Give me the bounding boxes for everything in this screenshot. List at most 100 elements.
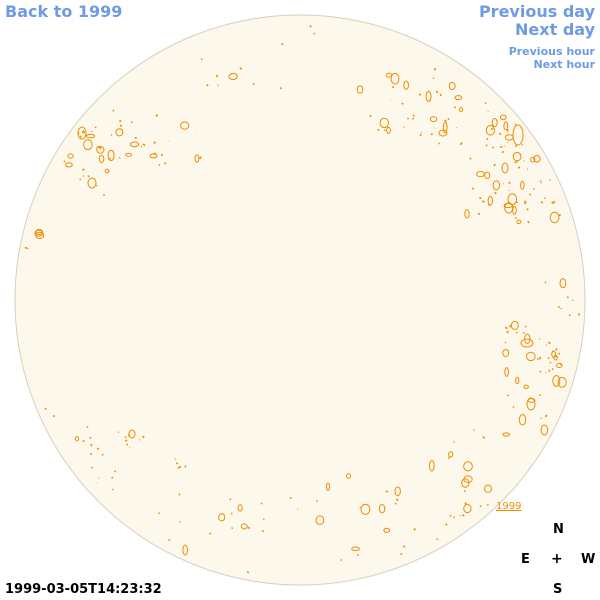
- contour-fragment: [523, 201, 527, 205]
- contour-loop: [458, 107, 464, 112]
- contour-fragment: [433, 67, 437, 71]
- contour-loop: [429, 116, 438, 123]
- contour-loop: [501, 162, 509, 174]
- contour-fragment: [95, 184, 98, 187]
- contour-fragment: [548, 369, 551, 372]
- contour-loop: [502, 349, 510, 357]
- contour-fragment: [558, 352, 561, 355]
- contour-fragment: [26, 247, 29, 250]
- back-to-year-link[interactable]: Back to 1999: [5, 2, 123, 21]
- contour-fragment: [418, 93, 422, 96]
- contour-fragment: [435, 90, 439, 94]
- contour-loop: [403, 80, 410, 90]
- contour-fragment: [184, 465, 187, 468]
- contour-loop: [499, 114, 507, 121]
- contour-fragment: [560, 307, 562, 310]
- contour-loop: [520, 338, 534, 348]
- contour-loop: [386, 126, 391, 134]
- contour-fragment: [400, 553, 403, 556]
- contour-fragment: [523, 200, 527, 203]
- contour-fragment: [551, 201, 554, 205]
- contour-loop: [516, 219, 522, 225]
- contour-fragment: [486, 137, 489, 140]
- contour-fragment: [369, 114, 372, 118]
- contour-fragment: [179, 520, 182, 523]
- contour-loop: [523, 384, 529, 389]
- contour-fragment: [90, 443, 93, 447]
- contour-loop: [461, 478, 470, 488]
- contour-loop: [182, 544, 188, 556]
- contour-fragment: [81, 131, 85, 134]
- contour-fragment: [430, 133, 433, 136]
- contour-fragment: [540, 200, 544, 204]
- contour-fragment: [508, 181, 511, 185]
- contour-fragment: [124, 439, 128, 442]
- contour-fragment: [230, 512, 233, 515]
- contour-fragment: [175, 462, 179, 465]
- compass-north: N: [553, 522, 564, 537]
- contour-loop: [438, 129, 448, 137]
- contour-loop: [104, 168, 110, 174]
- contour-fragment: [527, 220, 530, 224]
- contour-fragment: [482, 436, 486, 439]
- year-marker-link[interactable]: 1999: [496, 501, 521, 512]
- contour-fragment: [89, 452, 93, 456]
- contour-fragment: [524, 325, 527, 328]
- contour-fragment: [153, 141, 157, 145]
- contour-fragment: [552, 200, 556, 204]
- contour-fragment: [558, 213, 561, 217]
- contour-fragment: [444, 119, 447, 123]
- contour-loop: [315, 515, 325, 526]
- contour-loop: [218, 513, 226, 522]
- contour-fragment: [118, 119, 122, 123]
- contour-fragment: [126, 443, 129, 446]
- observation-timestamp: 1999-03-05T14:23:32: [5, 582, 162, 597]
- contour-loop: [484, 484, 492, 493]
- contour-loop: [553, 354, 558, 361]
- contour-loop: [463, 461, 473, 472]
- contour-fragment: [112, 109, 115, 112]
- contour-loop: [476, 170, 485, 178]
- contour-fragment: [515, 201, 518, 204]
- contour-fragment: [340, 559, 343, 562]
- contour-loop: [96, 146, 105, 154]
- contour-fragment: [439, 93, 442, 97]
- contour-loop: [491, 118, 498, 127]
- contour-loop: [98, 154, 105, 164]
- contour-fragment: [209, 532, 212, 535]
- contour-loop: [504, 367, 509, 377]
- contour-loop: [448, 81, 456, 91]
- contour-fragment: [63, 160, 66, 163]
- previous-hour-link[interactable]: Previous hour: [508, 45, 595, 58]
- contour-fragment: [494, 191, 497, 195]
- contour-loop: [503, 121, 509, 131]
- next-day-link[interactable]: Next day: [515, 20, 595, 39]
- contour-fragment: [98, 146, 102, 150]
- contour-loop: [240, 523, 248, 530]
- contour-fragment: [142, 143, 146, 147]
- contour-loop: [35, 231, 45, 240]
- contour-fragment: [509, 324, 512, 327]
- contour-fragment: [174, 458, 177, 460]
- contour-loop: [356, 85, 364, 94]
- contour-fragment: [217, 84, 219, 87]
- previous-day-link[interactable]: Previous day: [478, 2, 595, 21]
- contour-fragment: [504, 326, 508, 330]
- contour-fragment: [547, 357, 550, 360]
- contour-fragment: [514, 161, 517, 164]
- next-hour-link[interactable]: Next hour: [533, 58, 596, 71]
- contour-loop: [378, 504, 386, 514]
- contour-fragment: [239, 66, 243, 70]
- contour-loop: [559, 278, 567, 289]
- compass-south: S: [553, 582, 563, 597]
- contour-loop: [325, 482, 331, 492]
- contour-fragment: [506, 128, 509, 132]
- contour-loop: [530, 156, 536, 163]
- contour-fragment: [445, 523, 448, 526]
- contour-loop: [524, 333, 531, 344]
- contour-fragment: [544, 281, 547, 284]
- contour-loop: [379, 117, 389, 129]
- contour-fragment: [547, 341, 551, 345]
- contour-fragment: [411, 117, 415, 120]
- contour-fragment: [493, 163, 497, 167]
